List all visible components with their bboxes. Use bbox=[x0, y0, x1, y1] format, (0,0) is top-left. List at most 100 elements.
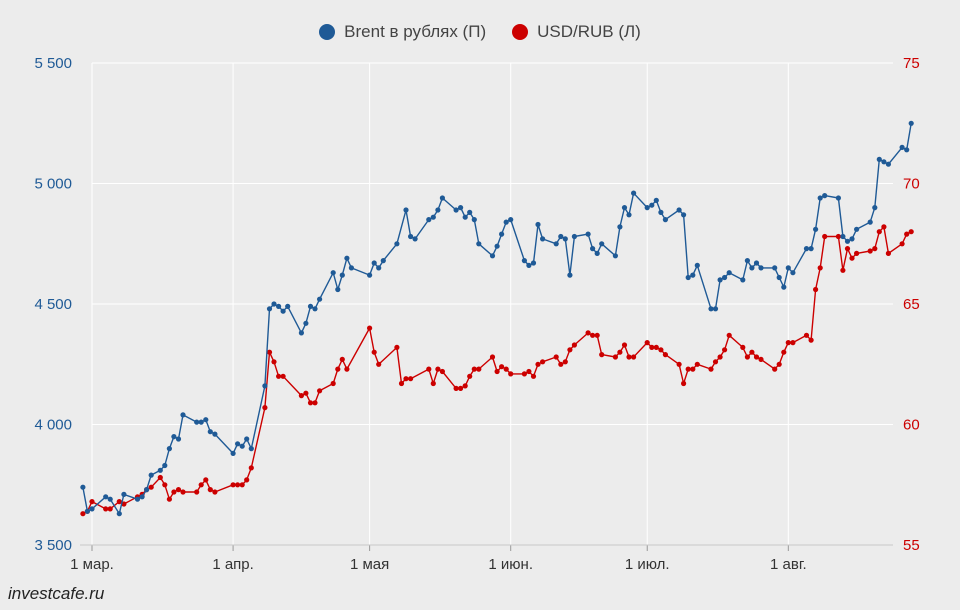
data-point-brent[interactable] bbox=[230, 450, 236, 456]
data-point-usdrub[interactable] bbox=[876, 229, 882, 235]
data-point-brent[interactable] bbox=[494, 243, 500, 249]
data-point-usdrub[interactable] bbox=[244, 477, 250, 483]
data-point-usdrub[interactable] bbox=[335, 366, 341, 372]
data-point-brent[interactable] bbox=[813, 226, 819, 232]
data-point-brent[interactable] bbox=[681, 212, 687, 218]
data-point-usdrub[interactable] bbox=[312, 400, 318, 406]
data-point-usdrub[interactable] bbox=[194, 489, 200, 495]
data-point-brent[interactable] bbox=[139, 494, 145, 500]
data-point-brent[interactable] bbox=[330, 270, 336, 276]
data-point-usdrub[interactable] bbox=[781, 349, 787, 355]
data-point-brent[interactable] bbox=[881, 159, 887, 165]
data-point-brent[interactable] bbox=[203, 417, 209, 423]
data-point-usdrub[interactable] bbox=[776, 361, 782, 367]
data-point-brent[interactable] bbox=[403, 207, 409, 213]
data-point-brent[interactable] bbox=[280, 308, 286, 314]
data-point-brent[interactable] bbox=[134, 496, 141, 502]
data-point-usdrub[interactable] bbox=[166, 496, 172, 502]
data-point-usdrub[interactable] bbox=[599, 352, 605, 358]
data-point-brent[interactable] bbox=[772, 265, 778, 271]
data-point-usdrub[interactable] bbox=[462, 383, 468, 389]
data-point-brent[interactable] bbox=[453, 207, 459, 213]
data-point-usdrub[interactable] bbox=[881, 224, 887, 230]
data-point-brent[interactable] bbox=[439, 195, 445, 201]
data-point-brent[interactable] bbox=[298, 330, 304, 336]
data-point-brent[interactable] bbox=[430, 214, 436, 220]
data-point-brent[interactable] bbox=[380, 258, 386, 264]
data-point-usdrub[interactable] bbox=[276, 373, 282, 379]
data-point-usdrub[interactable] bbox=[867, 248, 873, 254]
data-point-usdrub[interactable] bbox=[676, 361, 682, 367]
data-point-usdrub[interactable] bbox=[785, 340, 791, 346]
data-point-brent[interactable] bbox=[594, 250, 600, 256]
data-point-usdrub[interactable] bbox=[803, 332, 810, 338]
data-point-usdrub[interactable] bbox=[489, 354, 496, 360]
data-point-brent[interactable] bbox=[876, 156, 882, 162]
data-point-usdrub[interactable] bbox=[180, 489, 186, 495]
data-point-usdrub[interactable] bbox=[435, 366, 441, 372]
data-point-brent[interactable] bbox=[690, 272, 696, 278]
data-point-usdrub[interactable] bbox=[744, 354, 751, 360]
data-point-brent[interactable] bbox=[335, 286, 341, 293]
data-point-brent[interactable] bbox=[376, 265, 382, 271]
data-point-brent[interactable] bbox=[244, 436, 250, 442]
data-point-brent[interactable] bbox=[166, 446, 172, 452]
data-point-usdrub[interactable] bbox=[526, 368, 532, 375]
data-point-usdrub[interactable] bbox=[749, 349, 755, 355]
data-point-usdrub[interactable] bbox=[339, 356, 345, 362]
data-point-usdrub[interactable] bbox=[175, 487, 182, 493]
data-point-brent[interactable] bbox=[781, 284, 787, 290]
data-point-brent[interactable] bbox=[503, 219, 509, 225]
data-point-usdrub[interactable] bbox=[303, 390, 309, 396]
data-point-brent[interactable] bbox=[790, 270, 796, 276]
data-point-usdrub[interactable] bbox=[844, 246, 851, 252]
data-point-brent[interactable] bbox=[471, 217, 477, 223]
data-point-brent[interactable] bbox=[872, 205, 878, 211]
data-point-usdrub[interactable] bbox=[772, 366, 778, 372]
data-point-usdrub[interactable] bbox=[171, 489, 177, 495]
data-point-usdrub[interactable] bbox=[553, 354, 559, 360]
data-point-usdrub[interactable] bbox=[80, 511, 86, 517]
data-point-usdrub[interactable] bbox=[594, 332, 600, 338]
data-point-usdrub[interactable] bbox=[162, 482, 168, 488]
data-point-brent[interactable] bbox=[499, 231, 505, 237]
data-point-usdrub[interactable] bbox=[426, 366, 432, 372]
data-point-brent[interactable] bbox=[476, 241, 482, 247]
data-point-usdrub[interactable] bbox=[317, 388, 323, 394]
data-point-brent[interactable] bbox=[371, 260, 377, 266]
data-point-usdrub[interactable] bbox=[367, 325, 373, 331]
data-point-usdrub[interactable] bbox=[626, 354, 632, 360]
data-point-brent[interactable] bbox=[854, 226, 860, 232]
data-point-usdrub[interactable] bbox=[198, 482, 204, 488]
data-point-brent[interactable] bbox=[271, 301, 277, 307]
data-point-brent[interactable] bbox=[435, 207, 441, 213]
data-point-brent[interactable] bbox=[394, 241, 400, 247]
data-point-brent[interactable] bbox=[644, 205, 650, 211]
data-point-brent[interactable] bbox=[658, 209, 664, 215]
data-point-brent[interactable] bbox=[722, 274, 728, 281]
data-point-usdrub[interactable] bbox=[408, 376, 414, 382]
data-point-usdrub[interactable] bbox=[89, 499, 95, 505]
data-point-usdrub[interactable] bbox=[148, 484, 154, 490]
data-point-usdrub[interactable] bbox=[499, 364, 505, 370]
data-point-usdrub[interactable] bbox=[453, 385, 459, 391]
data-point-brent[interactable] bbox=[617, 224, 623, 230]
data-point-usdrub[interactable] bbox=[885, 250, 892, 256]
data-point-usdrub[interactable] bbox=[203, 477, 209, 483]
data-point-usdrub[interactable] bbox=[753, 354, 760, 360]
data-point-brent[interactable] bbox=[908, 120, 914, 126]
data-point-usdrub[interactable] bbox=[840, 267, 846, 273]
data-point-brent[interactable] bbox=[553, 241, 559, 247]
data-point-usdrub[interactable] bbox=[439, 368, 445, 375]
data-point-brent[interactable] bbox=[708, 306, 714, 312]
data-point-brent[interactable] bbox=[144, 487, 150, 493]
data-point-usdrub[interactable] bbox=[690, 366, 696, 372]
data-point-brent[interactable] bbox=[649, 202, 655, 208]
data-point-brent[interactable] bbox=[535, 221, 541, 228]
data-point-usdrub[interactable] bbox=[908, 229, 914, 235]
data-point-brent[interactable] bbox=[89, 506, 95, 512]
data-point-brent[interactable] bbox=[489, 253, 496, 259]
data-point-brent[interactable] bbox=[235, 441, 241, 447]
data-point-brent[interactable] bbox=[348, 265, 354, 271]
data-point-usdrub[interactable] bbox=[617, 349, 623, 355]
